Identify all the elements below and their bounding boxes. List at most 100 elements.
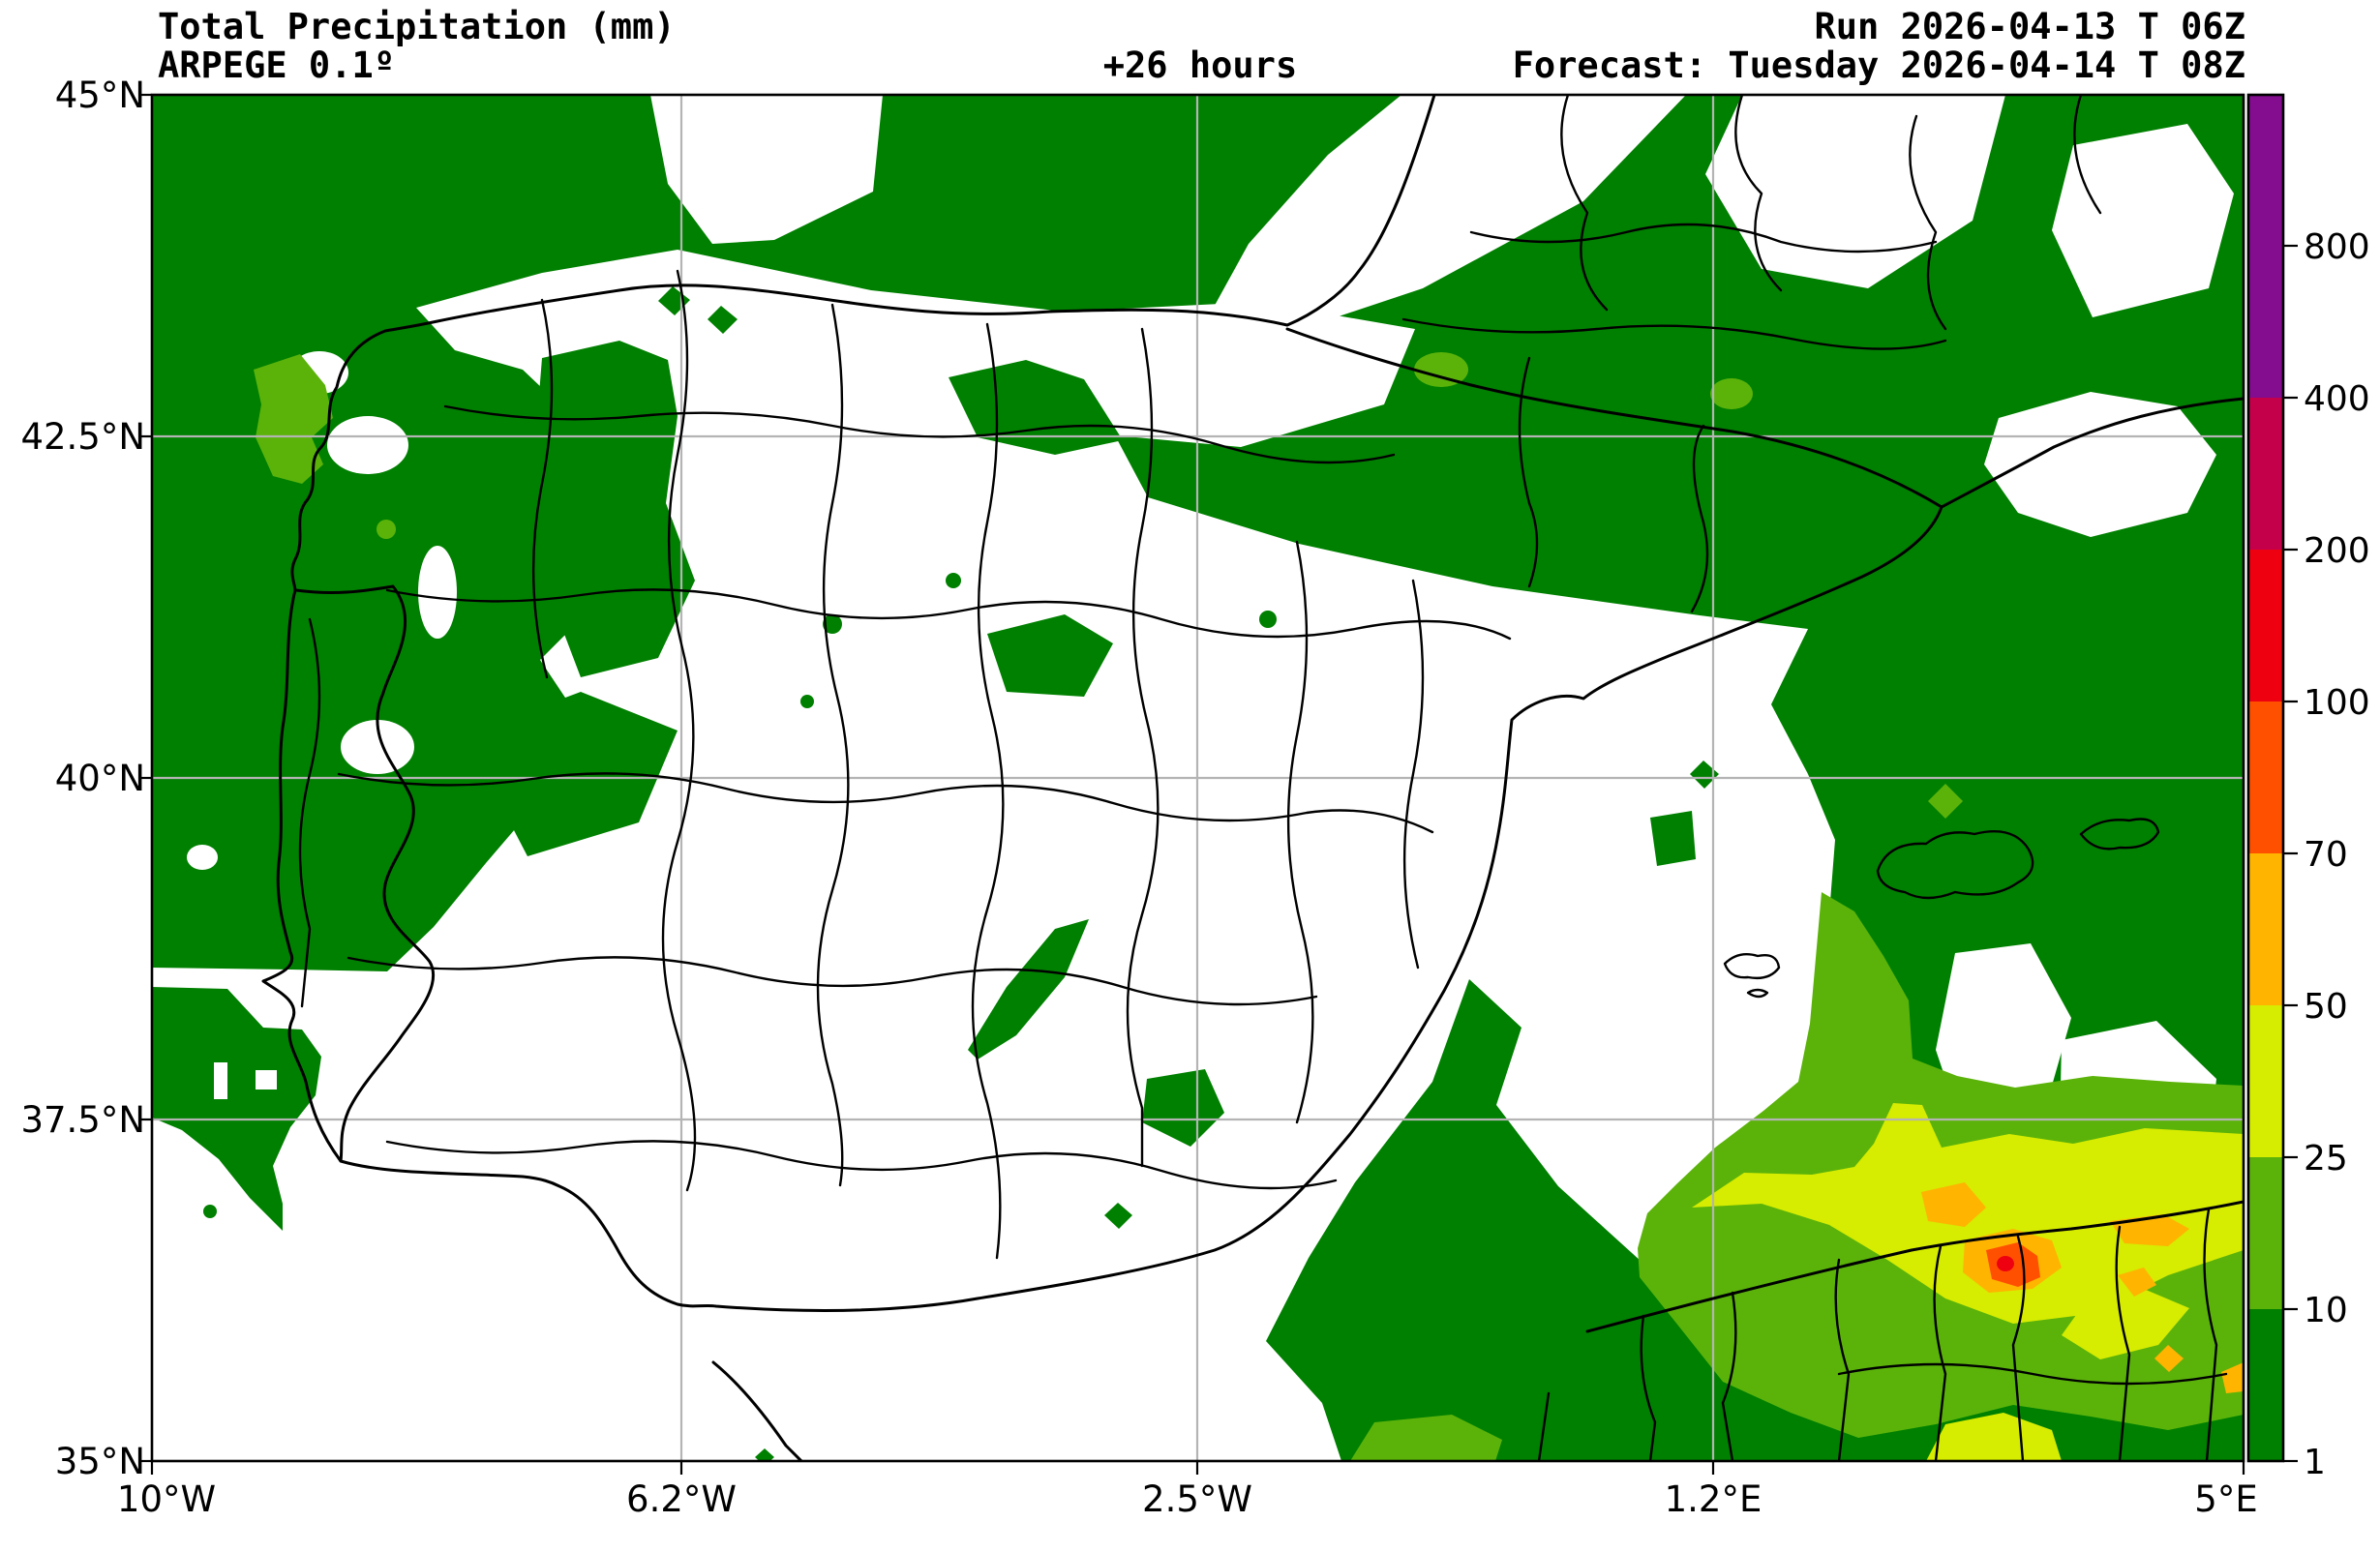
y-tick-45n: 45°N [55,75,145,116]
dry-hole-lisbon-strip [187,845,218,870]
model-label: ARPEGE 0.1º [158,45,395,86]
province-line-v7 [1402,579,1425,970]
precip-valencia-blob-2 [1690,761,1719,789]
x-tick-2-5w: 2.5°W [1142,1478,1252,1520]
dry-region-ne-corner [2052,124,2234,317]
precip-valencia-blob-1 [1650,811,1696,866]
y-tick-40n: 40°N [55,758,145,799]
formentera-outline [1746,988,1769,999]
province-line-v8 [1518,356,1539,588]
dry-dot-biscay [1498,185,1510,196]
precip-se-streak [1350,1415,1502,1461]
lead-time-label: +26 hours [1103,45,1297,86]
colorbar-seg-800plus [2248,95,2283,246]
province-line-h4 [346,956,1318,1006]
precip-rioja-blob [987,614,1113,697]
morocco-line-1 [1537,1391,1551,1461]
admin-boundaries-layer [298,95,2228,1461]
x-tick-5e: 5°E [2194,1478,2257,1520]
dry-region-gulf-of-lion [1984,392,2216,537]
france-line-3 [1909,114,1947,331]
precip-dot-morocco [755,1448,774,1461]
province-line-v4 [971,322,1005,1260]
precip-se-25-50mm-south [2062,1287,2189,1359]
province-line-v1 [531,298,554,679]
dry-hole-duero [341,720,414,774]
precip-basque-blob [949,360,1123,455]
precip-dot-2 [946,573,961,588]
precip-galicia-small-spot [377,520,396,539]
chart-title: Total Precipitation (mm) [158,6,676,47]
y-tick-42-5n: 42.5°N [20,416,145,458]
morocco-coastline [711,1360,804,1461]
y-tick-35n: 35°N [55,1441,145,1482]
france-line-5 [1469,223,1938,254]
algeria-line-1 [1640,1314,1657,1461]
forecast-label: Forecast: Tuesday 2026-04-14 T 08Z [1513,45,2245,86]
france-line-1 [1560,95,1609,312]
colorbar-label-25: 25 [2304,1139,2348,1179]
algeria-line-5 [2011,1235,2026,1461]
colorbar-seg-70-100 [2248,701,2283,853]
province-line-v6 [1286,540,1314,1124]
colorbar-ticks [2283,244,2298,1463]
province-line-v5 [1126,327,1160,1168]
province-line-v2 [661,269,697,1192]
algeria-line-3 [1834,1258,1851,1461]
colorbar-seg-100-200 [2248,550,2283,701]
colorbar-label-10: 10 [2304,1291,2348,1330]
colorbar-seg-10-25 [2248,1157,2283,1309]
france-line-2 [1734,95,1783,292]
dry-region-france-interior [1705,95,2005,288]
colorbar-seg-1-10 [2248,1309,2283,1461]
menorca-outline [2079,818,2160,851]
dry-hole-galicia-1 [327,416,408,474]
axis-ticks [138,93,2245,1475]
dry-hole-galicia-3 [418,546,457,639]
precip-asturias-blob [538,341,695,677]
mallorca-outline [1876,830,2034,900]
algeria-line-4 [1933,1244,1947,1461]
precip-cadiz-wedge-1-10mm [152,987,321,1231]
precip-cuenca-band [968,919,1089,1060]
colorbar-seg-25-50 [2248,1005,2283,1157]
precip-se-50-70mm-6 [2154,1345,2184,1372]
colorbar-border [2246,93,2285,1463]
province-line-v3 [816,303,850,1187]
province-line-v9 [1690,424,1709,613]
x-tick-6-2w: 6.2°W [626,1478,737,1520]
colorbar: 800 400 200 100 70 50 25 10 1 [2246,93,2370,1482]
precip-mancha-blob [1142,1069,1224,1147]
colorbar-label-100: 100 [2304,683,2370,723]
precip-coast-diamond-1 [658,286,690,315]
x-axis: 10°W 6.2°W 2.5°W 1.2°E 5°E [117,1478,2258,1520]
province-line-h1 [443,404,1396,464]
precip-pyrenees-spot-2 [1710,378,1753,409]
dry-region-top-wedge [650,95,883,244]
coastline-layer [261,95,2244,1461]
dry-sliver-cadiz-2 [256,1070,277,1089]
precip-se-25-50mm-bottom [1926,1413,2062,1461]
precip-se-50-70mm-5 [2221,1362,2244,1393]
iberia-france-coastline [261,95,2244,1312]
colorbar-seg-200-400 [2248,398,2283,550]
algeria-line-6 [2115,1225,2131,1461]
precip-coast-diamond-2 [708,306,738,334]
dry-region-central-iberia [152,250,1841,1461]
france-line-6 [1401,317,1947,350]
precip-dot-4 [800,695,814,708]
precip-dot-1 [823,614,842,634]
precip-galicia-25mm-patch [254,354,333,484]
dry-sliver-cadiz-1 [214,1062,227,1099]
colorbar-label-800: 800 [2304,227,2370,267]
colorbar-label-200: 200 [2304,531,2370,571]
precip-se-50-70mm-4 [2118,1268,2156,1297]
colorbar-label-1: 1 [2304,1443,2326,1482]
colorbar-seg-400-800 [2248,246,2283,398]
province-line-h2 [385,588,1512,641]
precip-dot-sw [203,1205,217,1218]
precip-se-100mm-spot [1997,1256,2014,1271]
precip-balearic-spot [1928,784,1963,819]
